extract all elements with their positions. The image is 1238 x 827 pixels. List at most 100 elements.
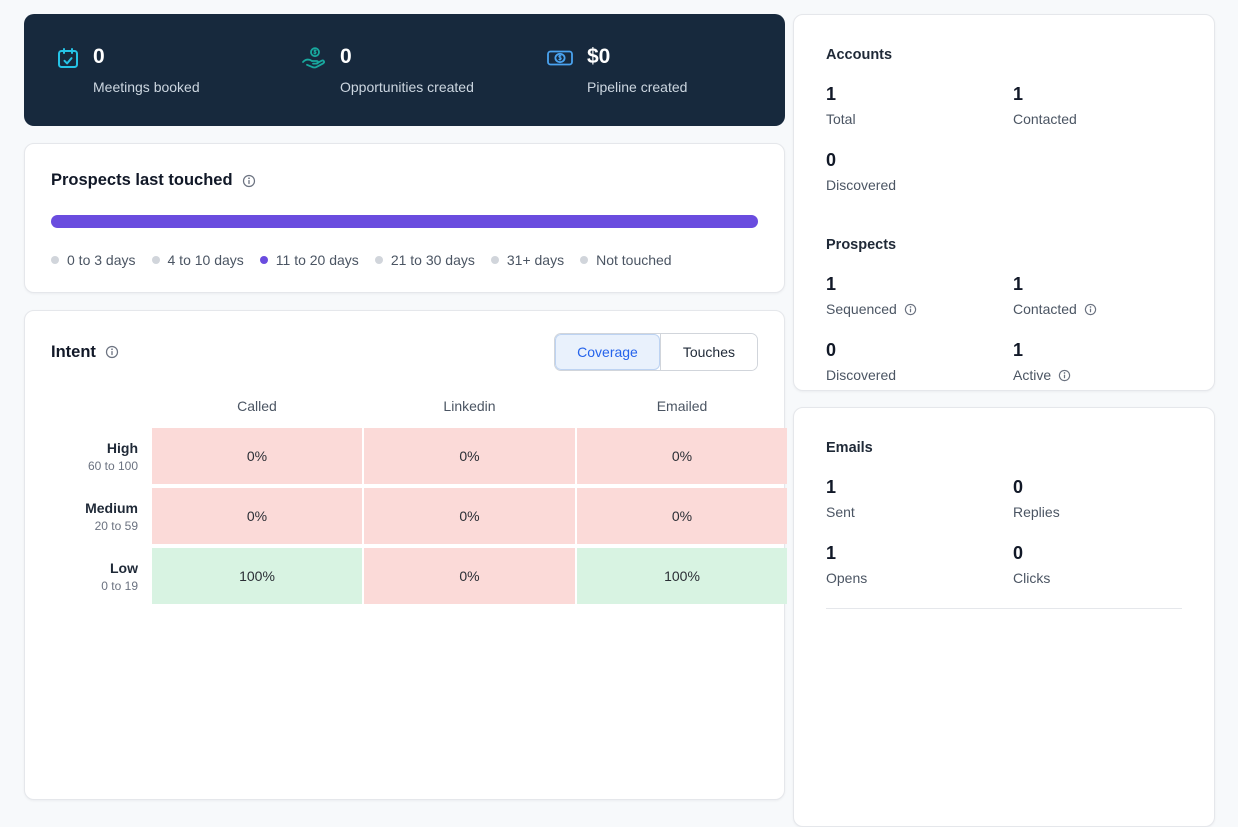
stat-value: 1 <box>1013 274 1024 294</box>
stat-label: Sequenced <box>826 301 1013 317</box>
kpi-label: Opportunities created <box>340 79 474 96</box>
stat-label: Contacted <box>1013 111 1182 127</box>
heatmap-cell-medium-emailed[interactable]: 0% <box>577 488 787 544</box>
kpi-label: Meetings booked <box>93 79 200 96</box>
legend-label: 31+ days <box>506 252 565 268</box>
stat-value: 1 <box>826 477 837 497</box>
stat-emails-replies: 0 Replies <box>1013 477 1182 520</box>
stat-label: Clicks <box>1013 570 1182 586</box>
stat-prospects-contacted: 1 Contacted <box>1013 274 1182 317</box>
kpi-pipeline-created: $0 Pipeline created <box>546 45 687 95</box>
kpi-text: 0 Meetings booked <box>93 45 200 95</box>
main-column: 0 Meetings booked 0 <box>24 14 787 827</box>
heatmap-cell-low-called[interactable]: 100% <box>152 548 362 604</box>
column-header-linkedin: Linkedin <box>443 398 496 414</box>
row-range: 60 to 100 <box>87 458 138 473</box>
stat-label-text: Opens <box>826 570 868 586</box>
row-header-medium: Medium 20 to 59 <box>51 488 150 544</box>
card-title-row: Prospects last touched <box>51 171 758 190</box>
heatmap-cell-low-emailed[interactable]: 100% <box>577 548 787 604</box>
heatmap-cell-low-linkedin[interactable]: 0% <box>364 548 575 604</box>
stat-emails-clicks: 0 Clicks <box>1013 543 1182 586</box>
stat-label: Discovered <box>826 177 1013 193</box>
stat-value: 0 <box>826 340 837 360</box>
stat-value: 0 <box>1013 543 1024 563</box>
stat-label: Discovered <box>826 367 1013 383</box>
kpi-label: Pipeline created <box>587 79 688 96</box>
intent-heatmap-table: Called Linkedin Emailed High 60 to 100 0… <box>51 398 787 604</box>
kpi-opportunities-created: 0 Opportunities created <box>301 45 546 95</box>
stat-emails-opens: 1 Opens <box>826 543 1013 586</box>
row-range: 0 to 19 <box>101 578 138 593</box>
emails-section-title: Emails <box>826 440 873 456</box>
info-icon[interactable] <box>1084 303 1097 316</box>
stat-accounts-total: 1 Total <box>826 84 1013 127</box>
stat-value: 1 <box>1013 340 1024 360</box>
accounts-section-title: Accounts <box>826 47 893 63</box>
stat-label-text: Replies <box>1013 504 1060 520</box>
stat-label: Opens <box>826 570 1013 586</box>
kpi-banner: 0 Meetings booked 0 <box>24 14 785 126</box>
side-column: Accounts 1 Total 1 Contacted 0 Discovere… <box>793 14 1215 827</box>
info-icon[interactable] <box>242 174 256 188</box>
heatmap-cell-high-emailed[interactable]: 0% <box>577 428 787 484</box>
stat-accounts-contacted: 1 Contacted <box>1013 84 1182 127</box>
kpi-value: $0 <box>587 44 611 68</box>
table-corner <box>51 398 150 424</box>
hand-money-icon <box>301 46 327 95</box>
legend-dot <box>580 256 589 264</box>
legend-label: 4 to 10 days <box>167 252 244 268</box>
legend-dot <box>51 256 59 264</box>
emails-card: Emails 1 Sent 0 Replies 1 Opens 0 Clicks <box>793 407 1215 827</box>
prospects-section-title: Prospects <box>826 237 897 253</box>
stat-value: 1 <box>826 543 837 563</box>
tab-touches[interactable]: Touches <box>659 334 757 370</box>
kpi-text: $0 Pipeline created <box>587 45 687 95</box>
card-title-row: Intent <box>51 343 119 362</box>
info-icon[interactable] <box>904 303 917 316</box>
stat-label: Total <box>826 111 1013 127</box>
stat-label-text: Clicks <box>1013 570 1051 586</box>
legend-dot <box>374 256 383 264</box>
stat-prospects-sequenced: 1 Sequenced <box>826 274 1013 317</box>
stat-value: 0 <box>1013 477 1024 497</box>
legend-item-4-10-days[interactable]: 4 to 10 days <box>151 252 244 268</box>
intent-view-toggle: Coverage Touches <box>554 333 758 371</box>
stat-label: Replies <box>1013 504 1182 520</box>
emails-stats: 1 Sent 0 Replies 1 Opens 0 Clicks <box>826 477 1182 586</box>
stat-label-text: Sequenced <box>826 301 897 317</box>
heatmap-cell-medium-called[interactable]: 0% <box>152 488 362 544</box>
legend-item-31-plus-days[interactable]: 31+ days <box>490 252 565 268</box>
stat-label: Active <box>1013 367 1182 383</box>
kpi-value: 0 <box>340 44 352 68</box>
legend-item-not-touched[interactable]: Not touched <box>580 252 672 268</box>
legend-dot <box>490 256 499 264</box>
stat-value: 0 <box>826 150 837 170</box>
heatmap-cell-high-called[interactable]: 0% <box>152 428 362 484</box>
legend-item-21-30-days[interactable]: 21 to 30 days <box>374 252 475 268</box>
row-range: 20 to 59 <box>94 518 138 533</box>
info-icon[interactable] <box>1058 369 1071 382</box>
legend-item-0-3-days[interactable]: 0 to 3 days <box>51 252 136 268</box>
column-header-called: Called <box>237 398 277 414</box>
heatmap-cell-medium-linkedin[interactable]: 0% <box>364 488 575 544</box>
legend-item-11-20-days[interactable]: 11 to 20 days <box>259 252 359 268</box>
legend-dot <box>259 256 268 264</box>
legend-label: 11 to 20 days <box>275 252 359 268</box>
stat-label-text: Discovered <box>826 177 897 193</box>
last-touched-distribution-bar[interactable] <box>51 215 758 228</box>
dollar-bill-icon <box>546 46 574 95</box>
row-header-low: Low 0 to 19 <box>51 548 150 604</box>
stat-label: Sent <box>826 504 1013 520</box>
row-label: Medium <box>85 499 138 516</box>
legend-label: 21 to 30 days <box>390 252 475 268</box>
prospects-last-touched-title: Prospects last touched <box>51 171 233 189</box>
prospects-stats: 1 Sequenced 1 Contacted 0 Discovered <box>826 274 1182 383</box>
heatmap-cell-high-linkedin[interactable]: 0% <box>364 428 575 484</box>
stat-prospects-discovered: 0 Discovered <box>826 340 1013 383</box>
stat-emails-sent: 1 Sent <box>826 477 1013 520</box>
info-icon[interactable] <box>105 345 119 359</box>
tab-coverage[interactable]: Coverage <box>555 334 660 370</box>
stat-accounts-discovered: 0 Discovered <box>826 150 1013 193</box>
stat-prospects-active: 1 Active <box>1013 340 1182 383</box>
